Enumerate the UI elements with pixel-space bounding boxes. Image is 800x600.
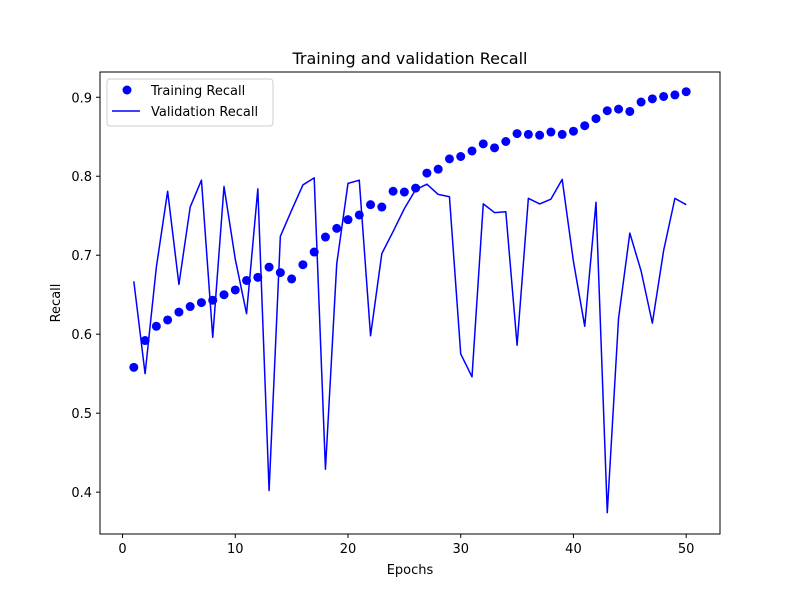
x-tick-label: 40 — [565, 542, 582, 557]
training-recall-point — [659, 91, 669, 101]
y-tick-label: 0.5 — [71, 407, 92, 422]
training-recall-point — [185, 302, 195, 312]
training-recall-point — [546, 127, 556, 137]
training-recall-point — [366, 200, 376, 210]
training-recall-point — [422, 168, 432, 178]
training-recall-point — [151, 321, 161, 331]
legend-training-label: Training Recall — [150, 84, 245, 99]
training-recall-point — [478, 139, 488, 149]
y-axis: 0.4 0.5 0.6 0.7 0.8 0.9 — [71, 91, 100, 501]
y-tick-label: 0.9 — [71, 91, 92, 106]
y-axis-title: Recall — [49, 284, 64, 323]
y-tick-label: 0.4 — [71, 486, 92, 501]
training-recall-point — [467, 146, 477, 156]
x-tick-label: 50 — [678, 542, 695, 557]
training-recall-point — [354, 210, 364, 220]
training-recall-point — [535, 130, 545, 140]
x-tick-label: 10 — [227, 542, 244, 557]
training-recall-point — [264, 262, 274, 272]
training-recall-point — [208, 295, 218, 305]
y-tick-label: 0.6 — [71, 328, 92, 343]
legend-validation-label: Validation Recall — [151, 105, 258, 120]
training-recall-point — [591, 114, 601, 124]
training-recall-point — [219, 290, 229, 300]
training-recall-point — [298, 260, 308, 270]
training-recall-point — [140, 336, 150, 346]
training-recall-point — [332, 223, 342, 233]
training-recall-point — [287, 274, 297, 284]
training-recall-point — [614, 104, 624, 114]
y-tick-label: 0.7 — [71, 249, 92, 264]
training-recall-point — [647, 94, 657, 104]
chart-title: Training and validation Recall — [292, 49, 528, 68]
y-tick-label: 0.8 — [71, 170, 92, 185]
training-recall-point — [320, 232, 330, 242]
training-recall-point — [490, 143, 500, 153]
validation-recall-line — [133, 177, 687, 514]
legend-box — [106, 78, 274, 127]
training-recall-point — [625, 106, 635, 116]
x-axis: 0 10 20 30 40 50 — [118, 534, 694, 557]
training-recall-point — [399, 187, 409, 197]
training-recall-point — [242, 275, 252, 285]
training-recall-point — [512, 129, 522, 139]
training-recall-point — [275, 268, 285, 278]
training-recall-point — [163, 315, 173, 325]
training-recall-point — [174, 307, 184, 317]
training-recall-point — [196, 298, 206, 308]
training-recall-point — [433, 164, 443, 174]
x-axis-title: Epochs — [387, 563, 434, 578]
training-recall-point — [388, 186, 398, 196]
training-recall-point — [230, 285, 240, 295]
training-recall-point — [636, 97, 646, 107]
training-recall-point — [253, 272, 263, 282]
x-tick-label: 0 — [118, 542, 126, 557]
training-recall-point — [681, 87, 691, 97]
training-recall-point — [523, 129, 533, 139]
training-recall-point — [456, 152, 466, 161]
x-tick-label: 30 — [452, 542, 469, 557]
training-recall-point — [568, 126, 578, 136]
legend: Training Recall Validation Recall — [106, 78, 274, 127]
training-recall-point — [670, 90, 680, 100]
training-recall-point — [501, 137, 511, 146]
validation-series — [133, 177, 687, 514]
training-recall-point — [343, 215, 353, 225]
training-recall-point — [557, 129, 567, 139]
legend-training-marker — [122, 85, 132, 95]
x-tick-label: 20 — [340, 542, 357, 557]
training-recall-point — [411, 183, 421, 193]
training-recall-point — [580, 121, 590, 131]
training-recall-point — [309, 247, 319, 257]
plot-frame — [99, 71, 721, 535]
training-series — [129, 87, 691, 372]
training-recall-point — [602, 106, 612, 116]
training-recall-point — [129, 362, 139, 372]
training-recall-point — [444, 154, 454, 164]
training-recall-point — [377, 202, 387, 212]
